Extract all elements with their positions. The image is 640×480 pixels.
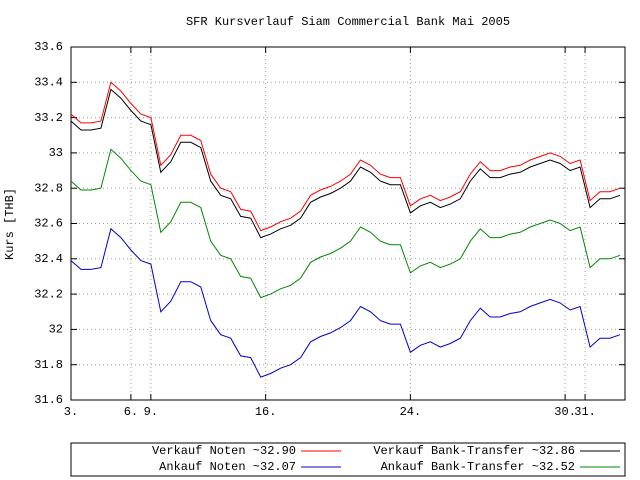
y-tick-label: 32.4 bbox=[34, 252, 63, 266]
chart-title: SFR Kursverlauf Siam Commercial Bank Mai… bbox=[186, 15, 510, 29]
series-line bbox=[70, 148, 621, 299]
legend-box bbox=[70, 442, 626, 477]
y-tick-label: 33 bbox=[49, 146, 63, 160]
y-axis-label: Kurs [THB] bbox=[3, 188, 17, 260]
plot-border bbox=[70, 46, 626, 401]
y-tick-label: 32.2 bbox=[34, 287, 63, 301]
x-tick-label: 31. bbox=[574, 405, 596, 419]
series-line bbox=[70, 88, 621, 239]
y-tick-label: 33.4 bbox=[34, 75, 63, 89]
y-tick-label: 32.6 bbox=[34, 217, 63, 231]
series-line bbox=[70, 81, 621, 232]
x-tick-label: 9. bbox=[144, 405, 158, 419]
x-tick-label: 30. bbox=[554, 405, 576, 419]
y-tick-label: 31.8 bbox=[34, 358, 63, 372]
series-line bbox=[70, 227, 621, 378]
legend-label: Verkauf Noten ~32.90 bbox=[152, 444, 296, 458]
y-tick-label: 33.6 bbox=[34, 40, 63, 54]
legend-label: Ankauf Noten ~32.07 bbox=[159, 460, 296, 474]
x-tick-label: 16. bbox=[255, 405, 277, 419]
legend-label: Verkauf Bank-Transfer ~32.86 bbox=[373, 444, 575, 458]
y-tick-label: 31.6 bbox=[34, 393, 63, 407]
x-tick-label: 6. bbox=[124, 405, 138, 419]
y-tick-label: 32.8 bbox=[34, 181, 63, 195]
x-tick-label: 3. bbox=[64, 405, 78, 419]
x-tick-label: 24. bbox=[400, 405, 422, 419]
y-tick-label: 33.2 bbox=[34, 111, 63, 125]
y-tick-label: 32 bbox=[49, 323, 63, 337]
legend-label: Ankauf Bank-Transfer ~32.52 bbox=[381, 460, 575, 474]
